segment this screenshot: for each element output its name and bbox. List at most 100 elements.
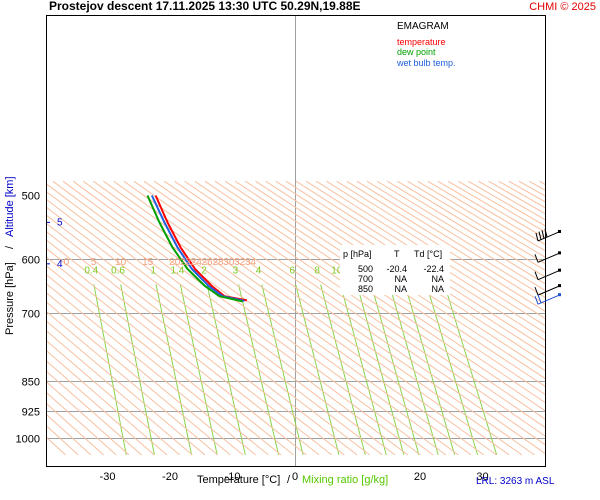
- wind-barb-feather: [534, 254, 539, 263]
- dry-adiabat: [204, 180, 547, 412]
- legend-wet-bulb: wet bulb temp.: [396, 58, 456, 68]
- dry-adiabat: [528, 180, 547, 192]
- mixing-ratio-line: [206, 284, 246, 455]
- dry-adiabat: [45, 282, 256, 456]
- wind-barb: [534, 268, 561, 281]
- mixing-ratio-line: [370, 284, 420, 455]
- dry-adiabat: [123, 180, 510, 456]
- dry-adiabat: [45, 413, 92, 456]
- x-axis-label: Temperature [°C]: [197, 474, 280, 486]
- dry-adiabat: [376, 180, 547, 285]
- dry-adiabat: [478, 180, 547, 221]
- table-cell: 850: [358, 284, 373, 294]
- wind-barb: [534, 293, 561, 305]
- dry-adiabat: [417, 180, 547, 259]
- potential-temp-label: 15: [142, 257, 154, 268]
- x-axis-separator: /: [287, 474, 291, 486]
- potential-temp-label: 28: [212, 257, 224, 268]
- mixing-ratio-line: [339, 284, 387, 455]
- dry-adiabat: [45, 425, 79, 456]
- y-tick-label: 500: [22, 191, 40, 203]
- potential-temp-label: 20: [169, 257, 181, 268]
- table-cell: 500: [358, 264, 373, 274]
- wind-barb: [534, 251, 561, 263]
- x-tick-label: 20: [414, 471, 426, 483]
- potential-temp-label: 5: [91, 257, 97, 268]
- dry-adiabat: [45, 360, 155, 456]
- potential-temp-label: 34: [245, 257, 257, 268]
- wind-barb-feather: [534, 271, 539, 280]
- dry-adiabat: [468, 180, 547, 227]
- series-line-dew-point: [146, 195, 243, 303]
- mixing-ratio-label: 3: [233, 266, 239, 277]
- dry-adiabat: [72, 180, 447, 456]
- table-bg: [340, 245, 450, 295]
- chart-title: Prostejov descent 17.11.2025 13:30 UTC 5…: [49, 0, 361, 13]
- dry-adiabat: [45, 310, 218, 456]
- wind-barb-shaft: [537, 270, 560, 281]
- dry-adiabat: [184, 180, 547, 429]
- y-tick-label: 1000: [16, 434, 40, 446]
- mixing-ratio-line: [120, 284, 155, 455]
- dry-adiabat: [457, 180, 547, 233]
- table-cell: NA: [431, 274, 444, 284]
- dry-adiabat: [45, 350, 168, 456]
- y-axis-separator: /: [4, 245, 16, 249]
- x-axis-label-2: Mixing ratio [g/kg]: [302, 474, 388, 486]
- wind-barb-shaft: [537, 285, 560, 296]
- potential-temp-label: 0: [64, 257, 70, 268]
- mixing-ratio-label: 6: [290, 266, 296, 277]
- legend: EMAGRAM temperature dew point wet bulb t…: [396, 21, 456, 68]
- potential-temp-label: 32: [234, 257, 246, 268]
- dry-adiabat: [113, 180, 497, 456]
- dry-adiabat: [437, 180, 547, 246]
- dry-adiabat: [45, 274, 269, 456]
- copyright: CHMI © 2025: [529, 1, 596, 13]
- wind-barb-station: [558, 284, 561, 288]
- dry-adiabat: [508, 180, 547, 203]
- table-header-p: p [hPa]: [343, 249, 372, 259]
- dry-adiabat: [45, 183, 409, 456]
- dry-adiabat: [45, 239, 320, 456]
- mixing-ratio-label: 2: [201, 266, 207, 277]
- dry-adiabat: [163, 180, 547, 446]
- dry-adiabat: [62, 180, 434, 456]
- dry-adiabat: [397, 180, 547, 272]
- legend-temperature: temperature: [397, 37, 446, 47]
- table-header-t: T: [394, 249, 400, 259]
- wind-barb-station: [558, 268, 561, 272]
- dry-adiabat: [427, 180, 547, 252]
- dry-adiabat: [356, 180, 547, 299]
- table-cell: 700: [358, 274, 373, 284]
- dry-adiabat: [194, 180, 547, 421]
- dry-adiabat: [45, 391, 117, 456]
- dry-adiabat: [45, 247, 307, 456]
- mixing-ratio-line: [356, 284, 405, 455]
- x-tick-label: -10: [225, 471, 241, 483]
- mixing-ratio-label: 0.6: [111, 266, 125, 277]
- dry-adiabat: [45, 222, 345, 456]
- legend-title: EMAGRAM: [397, 21, 449, 32]
- x-tick-label: 30: [476, 471, 488, 483]
- lrl-label: LRL: 3263 m ASL: [476, 476, 555, 487]
- mixing-ratio-label: 1: [150, 266, 156, 277]
- dry-adiabat: [45, 381, 130, 456]
- dry-adiabat: [93, 180, 472, 456]
- dry-adiabat: [45, 330, 193, 456]
- wind-barb-feather: [534, 295, 539, 305]
- wind-barb: [535, 228, 561, 242]
- dry-adiabat: [45, 198, 383, 456]
- mixing-ratio-label: 10: [331, 266, 343, 277]
- dry-adiabat: [45, 230, 332, 456]
- y-axis-label-2: Altitude [km]: [4, 176, 16, 237]
- y-tick-label: 850: [22, 377, 40, 389]
- plot-frame: [46, 15, 546, 467]
- x-tick-label: -30: [100, 471, 116, 483]
- wind-barb-feather: [538, 231, 542, 240]
- table-cell: NA: [431, 284, 444, 294]
- dry-adiabat: [538, 180, 547, 186]
- dry-adiabat: [174, 180, 547, 438]
- dry-adiabat: [498, 180, 547, 209]
- dry-adiabat: [407, 180, 547, 265]
